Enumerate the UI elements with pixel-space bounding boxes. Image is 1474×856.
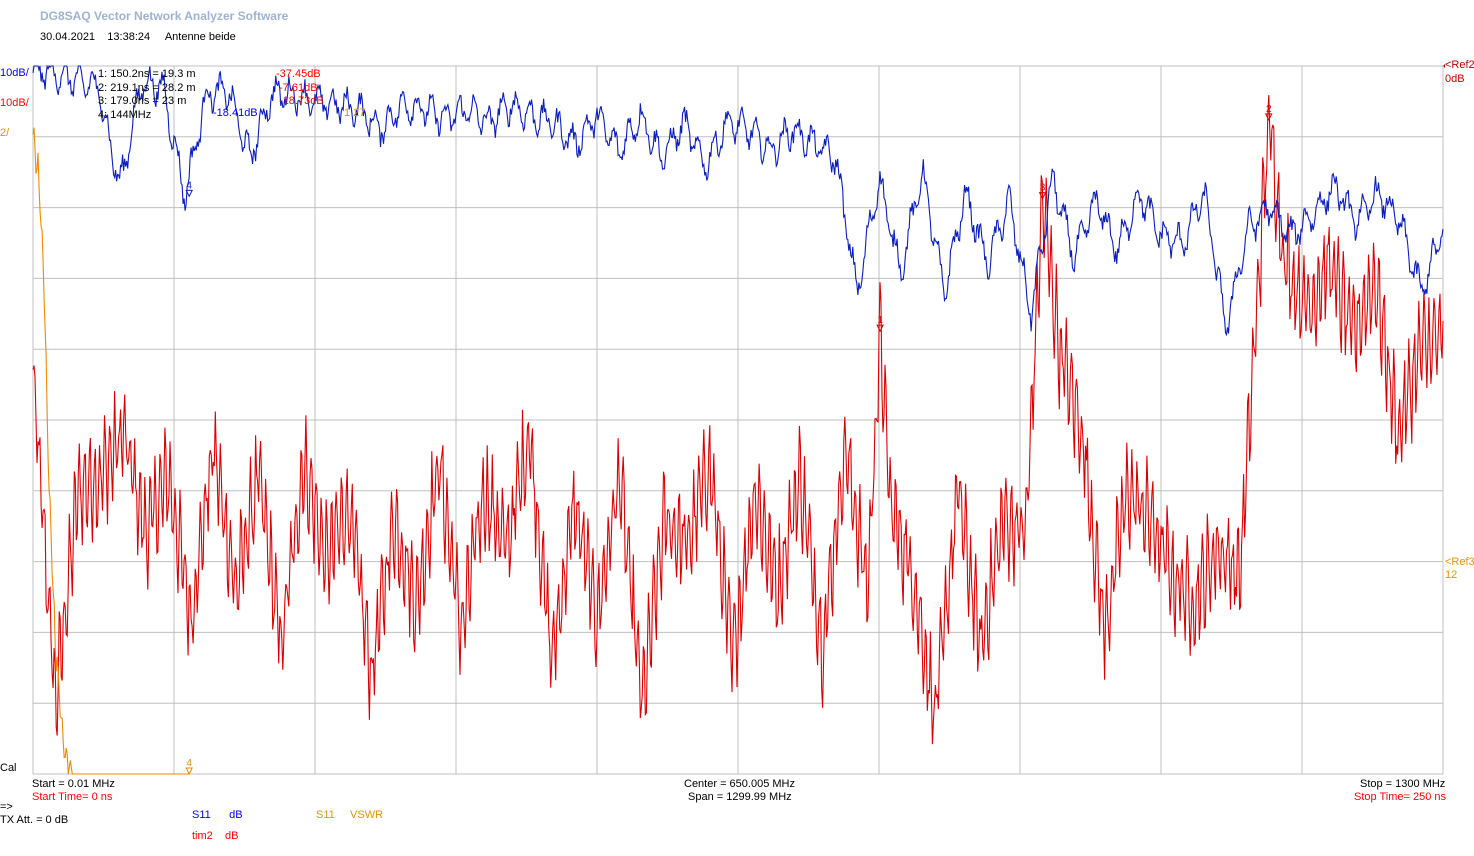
marker-4-vswr-arrow bbox=[185, 767, 193, 776]
cal-indicator[interactable]: Cal bbox=[0, 762, 17, 774]
legend-s11-db[interactable]: S11 dB bbox=[192, 809, 243, 822]
plot-markers: 1 2 3 4 4 bbox=[185, 64, 1445, 776]
marker-2-arrow bbox=[1264, 113, 1273, 121]
start-time: Start Time= 0 ns bbox=[32, 791, 113, 803]
stop-time: Stop Time= 250 ns bbox=[1354, 791, 1447, 803]
marker-readout-1: 1: 150.2ns = 19.3 m bbox=[98, 68, 196, 80]
marker-4-s11-label: 4 bbox=[186, 180, 192, 191]
vswr-scale-label: 2/ bbox=[0, 127, 10, 139]
center-frequency: Center = 650.005 MHz bbox=[684, 778, 795, 790]
plot-grid bbox=[32, 65, 1444, 775]
marker-2-label: 2 bbox=[1266, 104, 1272, 115]
legend-s11-db-name: S11 bbox=[192, 809, 211, 821]
tim2-trace bbox=[32, 95, 1444, 745]
tim2-marker-value-3: -18.73dB bbox=[279, 95, 324, 107]
tim2-marker-value-2: -7.61dB bbox=[279, 81, 318, 94]
marker-4-vswr-label: 4 bbox=[186, 758, 192, 769]
s11-scale-label: 10dB/ bbox=[0, 67, 29, 79]
legend-s11-db-unit: dB bbox=[229, 809, 243, 821]
legend-s11-vswr-name: S11 bbox=[316, 809, 335, 821]
legend-tim2-db-unit: dB bbox=[225, 830, 239, 842]
marker-readout-4: 4: 144MHz bbox=[98, 108, 152, 121]
ref3-label: <Ref3 bbox=[1445, 556, 1474, 568]
marker-2: 2 bbox=[1264, 104, 1273, 121]
vswr-marker-value: 1.27 bbox=[344, 107, 366, 119]
measurement-description: Antenne beide bbox=[164, 31, 236, 43]
measurement-time: 13:38:24 bbox=[107, 31, 151, 43]
legend-s11-vswr[interactable]: S11 VSWR bbox=[316, 809, 383, 822]
command-prompt[interactable]: => bbox=[0, 801, 13, 813]
tx-attenuation[interactable]: TX Att. = 0 dB bbox=[0, 814, 69, 826]
tim2-marker-value-1: -37.45dB bbox=[276, 68, 321, 80]
s11-db-trace bbox=[32, 64, 1444, 337]
ref2-value: 0dB bbox=[1445, 73, 1465, 85]
marker-1-label: 1 bbox=[877, 315, 883, 326]
marker-1-arrow bbox=[876, 324, 884, 333]
marker-readout-2: 2: 219.1ns = 28.2 m bbox=[98, 81, 196, 94]
s11-marker-value: -18.41dB bbox=[213, 107, 258, 119]
ref2-label: <Ref2 bbox=[1445, 59, 1474, 71]
measurement-date: 30.04.2021 bbox=[40, 31, 96, 43]
tim2-scale-label: 10dB/ bbox=[0, 97, 29, 109]
measurement-header: 30.04.2021 13:38:24 Antenne beide bbox=[40, 31, 236, 44]
marker-4-s11-arrow bbox=[185, 189, 193, 198]
ref2-arrow bbox=[1443, 64, 1445, 68]
marker-3: 3 bbox=[1038, 183, 1047, 200]
ref3-value: 12 bbox=[1445, 569, 1458, 581]
marker-1: 1 bbox=[876, 315, 884, 333]
s11-vswr-trace bbox=[32, 127, 190, 775]
marker-readout-3: 3: 179.0ns = 23 m bbox=[98, 95, 187, 107]
marker-3-arrow bbox=[1038, 192, 1047, 200]
tim2-marker-values: -37.45dB -7.61dB -18.73dB bbox=[276, 68, 324, 109]
span-frequency: Span = 1299.99 MHz bbox=[688, 791, 792, 803]
start-frequency: Start = 0.01 MHz bbox=[32, 778, 115, 790]
plot-curves bbox=[32, 64, 1444, 775]
app-title: DG8SAQ Vector Network Analyzer Software bbox=[40, 9, 289, 23]
marker-3-label: 3 bbox=[1040, 183, 1046, 194]
marker-4-vswr: 4 bbox=[185, 758, 193, 776]
stop-frequency: Stop = 1300 MHz bbox=[1360, 778, 1446, 790]
marker-4-s11: 4 bbox=[185, 180, 193, 198]
marker-readout-list: 1: 150.2ns = 19.3 m 2: 219.1ns = 28.2 m … bbox=[98, 68, 196, 122]
legend-s11-vswr-unit: VSWR bbox=[350, 809, 384, 821]
legend-tim2-db[interactable]: tim2 dB bbox=[192, 830, 238, 843]
legend-tim2-db-name: tim2 bbox=[192, 830, 213, 842]
